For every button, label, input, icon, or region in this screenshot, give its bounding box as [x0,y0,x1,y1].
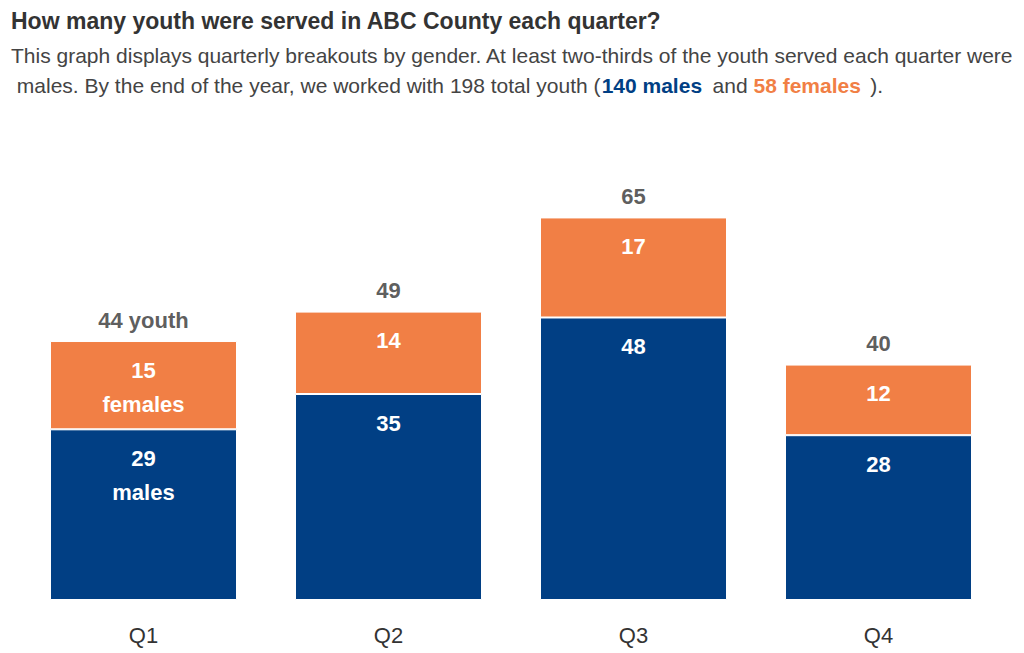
svg-text:28: 28 [866,452,890,477]
svg-text:29: 29 [131,446,155,471]
svg-text:14: 14 [376,328,401,353]
svg-text:58 females: 58 females [753,74,860,97]
svg-text:females: females [103,392,185,417]
svg-text:males: males [112,480,174,505]
svg-text:49: 49 [376,278,400,303]
svg-text:17: 17 [621,234,645,259]
svg-text:Q4: Q4 [864,623,893,648]
svg-text:140 males: 140 males [602,74,702,97]
svg-text:How many youth were served in: How many youth were served in ABC County… [11,8,661,34]
svg-text:males. By the end of the year,: males. By the end of the year, we worked… [11,74,601,97]
svg-text:This graph displays quarterly: This graph displays quarterly breakouts … [11,44,1013,67]
svg-text:).: ). [870,74,883,97]
svg-text:12: 12 [866,381,890,406]
svg-text:Q1: Q1 [129,623,158,648]
svg-text:48: 48 [621,334,645,359]
svg-text:Q2: Q2 [374,623,403,648]
svg-text:and: and [707,74,754,97]
svg-text:35: 35 [376,411,400,436]
svg-text:40: 40 [866,331,890,356]
svg-text:65: 65 [621,184,645,209]
svg-text:15: 15 [131,358,155,383]
svg-text:Q3: Q3 [619,623,648,648]
svg-text:44 youth: 44 youth [98,308,188,333]
